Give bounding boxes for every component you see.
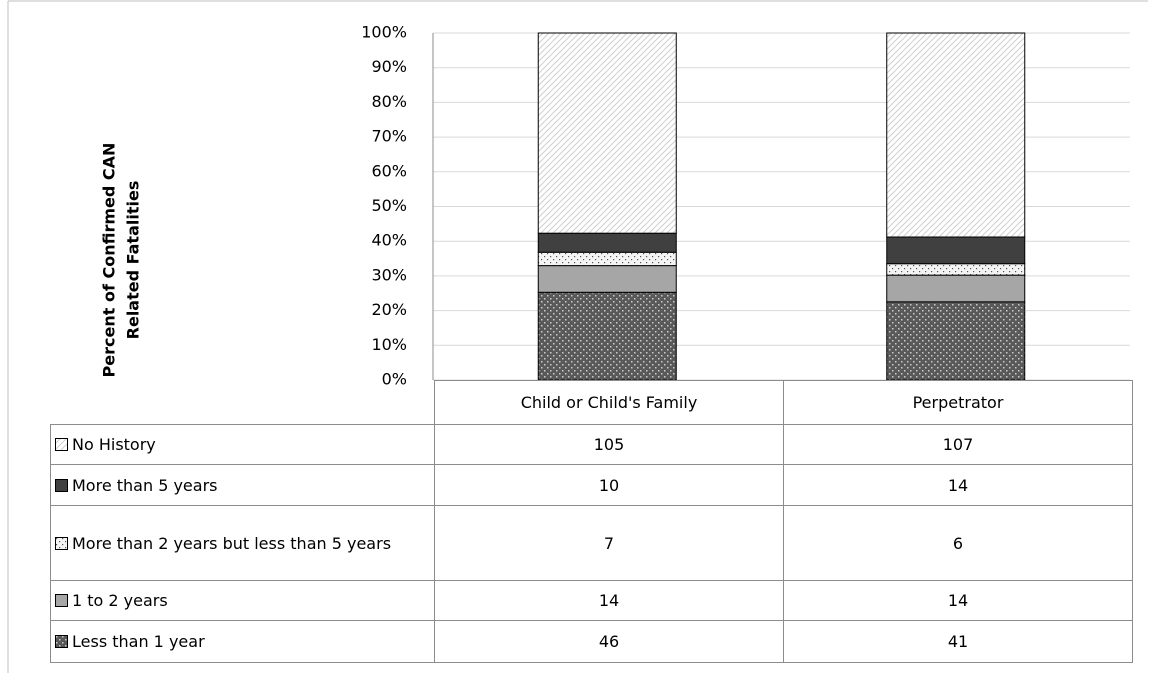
bar-segment bbox=[886, 301, 1026, 381]
y-tick-label: 100% bbox=[361, 23, 407, 42]
legend-swatch bbox=[55, 594, 68, 607]
bar-segment bbox=[537, 32, 677, 234]
y-tick-label: 80% bbox=[371, 92, 407, 111]
legend-label: No History bbox=[72, 435, 156, 454]
data-cell: 107 bbox=[783, 424, 1133, 465]
data-row: More than 2 years but less than 5 years 7… bbox=[50, 505, 1133, 581]
y-tick-label: 50% bbox=[371, 196, 407, 215]
bar-segment bbox=[537, 265, 677, 293]
category-header: Perpetrator bbox=[783, 380, 1133, 425]
bar-segment bbox=[886, 263, 1026, 276]
legend-swatch bbox=[55, 635, 68, 648]
data-row: No History 105 107 bbox=[50, 424, 1133, 465]
data-table: Child or Child's Family Perpetrator No His… bbox=[50, 380, 1133, 663]
y-tick-label: 20% bbox=[371, 300, 407, 319]
data-cell: 14 bbox=[783, 580, 1133, 621]
data-cell: 105 bbox=[434, 424, 784, 465]
legend-cell: More than 2 years but less than 5 years bbox=[50, 505, 435, 581]
legend-swatch-fill bbox=[55, 635, 68, 648]
data-cell: 14 bbox=[783, 464, 1133, 506]
y-tick-label: 60% bbox=[371, 161, 407, 180]
bar-segment bbox=[537, 251, 677, 267]
bar-segment bbox=[537, 291, 677, 381]
bar-segment bbox=[537, 232, 677, 253]
blank-cell bbox=[50, 380, 435, 425]
legend-label: Less than 1 year bbox=[72, 632, 205, 651]
y-axis-title: Related Fatalities bbox=[124, 181, 143, 340]
y-tick-label: 90% bbox=[371, 57, 407, 76]
y-axis-title: Percent of Confirmed CAN bbox=[100, 143, 119, 378]
data-cell: 6 bbox=[783, 505, 1133, 581]
y-tick-label: 40% bbox=[371, 231, 407, 250]
y-tick-label: 70% bbox=[371, 127, 407, 146]
y-tick-label: 10% bbox=[371, 335, 407, 354]
data-row: 1 to 2 years 14 14 bbox=[50, 580, 1133, 621]
legend-swatch-fill bbox=[55, 438, 68, 451]
legend-swatch-fill bbox=[55, 478, 68, 492]
data-cell: 41 bbox=[783, 620, 1133, 663]
data-row: Less than 1 year 46 41 bbox=[50, 620, 1133, 663]
legend-cell: 1 to 2 years bbox=[50, 580, 435, 621]
data-cell: 7 bbox=[434, 505, 784, 581]
bar-segment bbox=[886, 32, 1026, 238]
legend-cell: No History bbox=[50, 424, 435, 465]
legend-cell: More than 5 years bbox=[50, 464, 435, 506]
legend-label: 1 to 2 years bbox=[72, 591, 168, 610]
legend-swatch-fill bbox=[55, 536, 68, 550]
legend-cell: Less than 1 year bbox=[50, 620, 435, 663]
header-row: Child or Child's Family Perpetrator bbox=[50, 380, 1133, 425]
y-tick-label: 30% bbox=[371, 265, 407, 284]
data-row: More than 5 years 10 14 bbox=[50, 464, 1133, 506]
legend-label: More than 2 years but less than 5 years bbox=[72, 533, 392, 553]
legend-label: More than 5 years bbox=[72, 475, 218, 495]
legend-swatch bbox=[55, 438, 68, 451]
bar-segment bbox=[886, 274, 1026, 303]
bar-segment bbox=[886, 236, 1026, 265]
data-cell: 10 bbox=[434, 464, 784, 506]
legend-swatch bbox=[55, 536, 68, 550]
legend-swatch-fill bbox=[55, 594, 68, 607]
data-cell: 46 bbox=[434, 620, 784, 663]
category-header: Child or Child's Family bbox=[434, 380, 784, 425]
data-cell: 14 bbox=[434, 580, 784, 621]
legend-swatch bbox=[55, 478, 68, 492]
